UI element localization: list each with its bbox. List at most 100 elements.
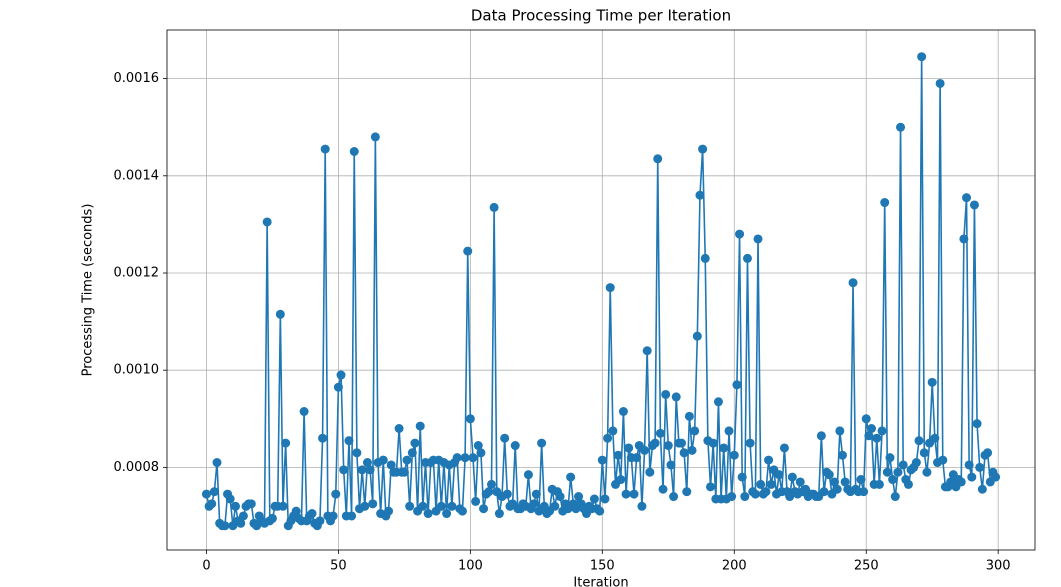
data-point [278,501,288,511]
data-point [613,450,623,460]
data-point [405,501,415,511]
data-point [898,460,908,470]
data-point [698,144,708,154]
data-point [861,414,871,424]
data-point [645,467,655,477]
data-point [407,448,417,458]
y-tick-label: 0.0008 [114,460,160,475]
data-point [349,146,359,156]
data-point [574,492,584,502]
data-point [360,501,370,511]
data-point [687,445,697,455]
data-point [832,484,842,494]
data-point [262,217,272,227]
data-point [618,406,628,416]
data-point [690,426,700,436]
data-point [500,433,510,443]
data-point [616,475,626,485]
data-point [471,496,481,506]
data-point [352,448,362,458]
data-point [872,433,882,443]
data-point [774,470,784,480]
data-point [692,331,702,341]
data-point [632,453,642,463]
data-point [890,492,900,502]
data-point [669,492,679,502]
data-point [589,494,599,504]
data-point [695,190,705,200]
data-point [914,436,924,446]
data-point [911,458,921,468]
data-point [964,460,974,470]
data-point [684,411,694,421]
data-point [537,438,547,448]
data-point [465,414,475,424]
data-point [983,448,993,458]
data-point [386,460,396,470]
data-point [787,472,797,482]
data-point [320,144,330,154]
data-point [410,438,420,448]
data-point [378,455,388,465]
data-point [281,438,291,448]
data-point [874,479,884,489]
data-point [452,453,462,463]
data-point [362,458,372,468]
data-point [442,509,452,519]
data-point [819,487,829,497]
data-point [624,443,634,453]
data-point [719,443,729,453]
data-point [816,431,826,441]
data-point [236,518,246,528]
data-point [835,426,845,436]
plot [201,52,1001,531]
data-point [415,421,425,431]
data-point [344,436,354,446]
data-point [991,472,1001,482]
data-point [299,406,309,416]
data-point [370,132,380,142]
data-point [880,198,890,208]
data-point [394,424,404,434]
data-point [523,470,533,480]
data-point [531,489,541,499]
data-point [927,377,937,387]
data-point [605,283,615,293]
data-point [336,370,346,380]
x-tick-label: 200 [722,559,747,574]
data-point [753,234,763,244]
data-point [962,193,972,203]
data-point [856,475,866,485]
data-point [682,487,692,497]
data-point [706,482,716,492]
data-point [676,438,686,448]
data-point [956,477,966,487]
data-point [653,154,663,164]
y-tick-label: 0.0016 [114,71,160,86]
data-point [529,499,539,509]
data-point [608,426,618,436]
chart-title: Data Processing Time per Iteration [471,7,731,25]
data-point [859,487,869,497]
data-point [637,501,647,511]
data-point [486,479,496,489]
data-point [566,472,576,482]
data-point [735,229,745,239]
data-point [365,465,375,475]
data-point [510,441,520,451]
data-point [764,455,774,465]
x-axis-label: Iteration [573,576,628,587]
data-point [479,504,489,514]
data-point [882,467,892,477]
y-tick-label: 0.0010 [114,363,160,378]
data-point [502,489,512,499]
data-point [220,521,230,531]
data-point [663,441,673,451]
data-point [436,501,446,511]
data-point [457,506,467,516]
grid [167,30,1035,550]
data-point [597,455,607,465]
data-point [742,253,752,263]
data-point [740,492,750,502]
data-point [550,501,560,511]
